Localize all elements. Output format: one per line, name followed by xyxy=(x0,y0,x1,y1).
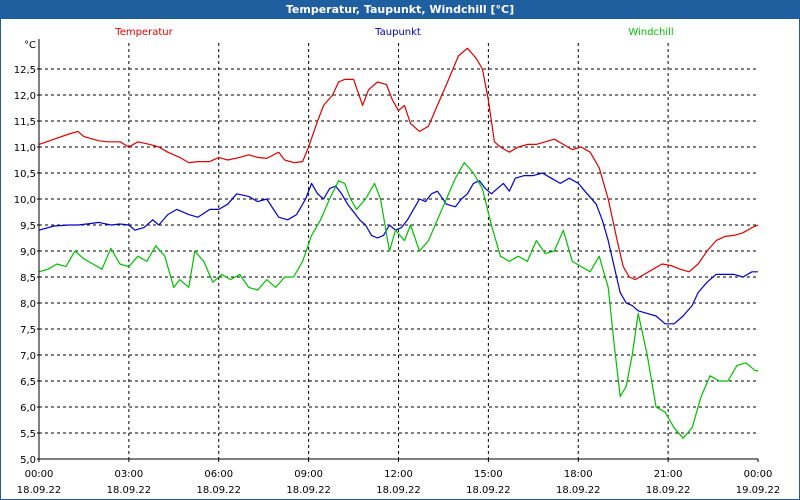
chart-canvas: 5,0 5,5 6,0 6,5 7,0 7,5 8,0 8,5 9,0 9,5 10,0 10,5 11… xyxy=(14,27,781,496)
x-tick-date-label: 18.09.22 xyxy=(196,485,241,496)
y-tick-label: 6,0 xyxy=(20,403,36,414)
x-tick-time-label: 00:00 xyxy=(25,469,54,480)
y-tick-label: 7,5 xyxy=(20,325,36,336)
x-tick-time-label: 03:00 xyxy=(114,469,143,480)
x-tick-time-label: 00:00 xyxy=(744,469,773,480)
series-lines xyxy=(38,47,759,439)
x-tick-date-label: 18.09.22 xyxy=(466,485,511,496)
y-tick-label: 9,0 xyxy=(20,247,36,258)
plot-axes xyxy=(37,39,759,462)
x-tick-time-label: 21:00 xyxy=(654,469,683,480)
x-tick-time-label: 09:00 xyxy=(294,469,323,480)
y-tick-label: 5,5 xyxy=(20,429,36,440)
chart-title: Temperatur, Taupunkt, Windchill [°C] xyxy=(1,1,799,19)
y-tick-label: 7,0 xyxy=(20,351,36,362)
x-tick-date-label: 18.09.22 xyxy=(107,485,152,496)
y-tick-label: 11,5 xyxy=(14,117,36,128)
y-tick-label: 12,0 xyxy=(14,91,36,102)
y-tick-label: 11,0 xyxy=(14,143,36,154)
x-tick-date-label: 18.09.22 xyxy=(556,485,601,496)
x-tick-time-label: 18:00 xyxy=(564,469,593,480)
y-axis-unit-label: °C xyxy=(24,40,36,51)
grid-lines xyxy=(39,43,758,459)
legend-entry-taupunkt: Taupunkt xyxy=(374,27,421,38)
legend-entry-temperatur: Temperatur xyxy=(114,27,173,38)
x-tick-time-label: 12:00 xyxy=(384,469,413,480)
series-line-windchill xyxy=(38,162,758,439)
y-tick-label: 6,5 xyxy=(20,377,36,388)
y-tick-label: 12,5 xyxy=(14,65,36,76)
y-tick-label: 8,5 xyxy=(20,273,36,284)
x-tick-date-label: 18.09.22 xyxy=(376,485,421,496)
y-tick-label: 5,0 xyxy=(20,455,36,466)
x-tick-time-label: 06:00 xyxy=(204,469,233,480)
x-tick-date-label: 18.09.22 xyxy=(286,485,331,496)
y-tick-label: 9,5 xyxy=(20,221,36,232)
x-tick-date-label: 19.09.22 xyxy=(736,485,781,496)
x-tick-time-label: 15:00 xyxy=(474,469,503,480)
series-line-taupunkt xyxy=(38,172,758,325)
y-tick-label: 10,0 xyxy=(14,195,36,206)
axis-labels: 5,0 5,5 6,0 6,5 7,0 7,5 8,0 8,5 9,0 9,5 10,0 10,5 11… xyxy=(14,27,781,496)
y-tick-label: 10,5 xyxy=(14,169,36,180)
legend-entry-windchill: Windchill xyxy=(628,27,673,38)
series-line-temperatur xyxy=(38,47,759,281)
x-tick-date-label: 18.09.22 xyxy=(17,485,62,496)
x-tick-date-label: 18.09.22 xyxy=(646,485,691,496)
y-tick-label: 8,0 xyxy=(20,299,36,310)
